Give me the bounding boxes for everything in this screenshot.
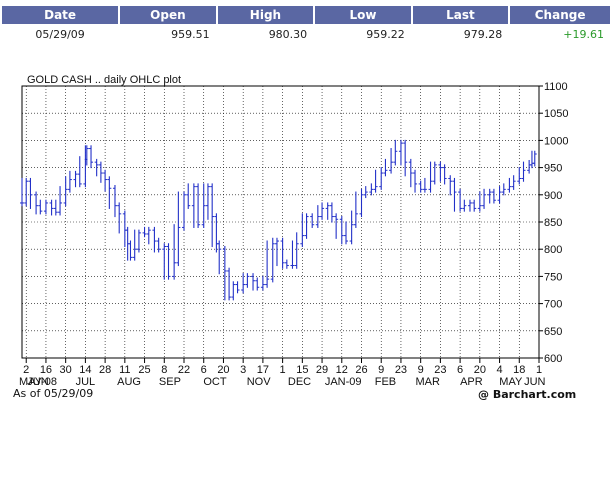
x-tick-label: 22: [178, 364, 190, 376]
chart-grid: [22, 85, 540, 359]
x-axis: 2 16 30 14 28 11 25 8 22 6 20 3 17 1 15 29 12 26 9 23 9 23 6 20…: [19, 358, 546, 385]
y-tick-label: 1000: [544, 135, 568, 147]
y-tick-label: 750: [544, 271, 562, 283]
x-tick-label: 20: [474, 364, 486, 376]
x-tick-label: 9: [418, 364, 424, 376]
x-tick-label: 17: [257, 364, 269, 376]
x-tick-label: 6: [201, 364, 207, 376]
header-low: Low: [315, 6, 411, 24]
price-chart: GOLD CASH .. daily OHLC plot 600 650 700 75…: [19, 74, 568, 385]
x-tick-label: 30: [60, 364, 72, 376]
x-tick-label: 15: [296, 364, 308, 376]
x-month-label: JUN: [27, 376, 48, 385]
x-month-label: APR: [460, 376, 483, 385]
x-tick-label: 11: [119, 364, 130, 376]
x-month-label: AUG: [117, 376, 141, 385]
x-tick-label: 25: [138, 364, 150, 376]
as-of-date: As of 05/29/09: [13, 387, 94, 400]
x-month-label: NOV: [247, 376, 272, 385]
y-tick-label: 1100: [544, 81, 568, 93]
y-axis: 600 650 700 750 800 850 900 950 1000 1050 1100: [539, 81, 568, 365]
x-tick-label: 1: [536, 364, 542, 376]
value-low: 959.22: [366, 27, 405, 41]
quote-table: Date Open High Low Last Change 05/29/09 …: [0, 6, 612, 44]
x-tick-label: 29: [316, 364, 328, 376]
x-tick-label: 8: [161, 364, 167, 376]
value-last: 979.28: [463, 27, 503, 41]
quote-header-row: Date Open High Low Last Change: [2, 6, 610, 24]
x-tick-label: 23: [434, 364, 446, 376]
x-tick-label: 9: [378, 364, 384, 376]
x-tick-label: 1: [280, 364, 286, 376]
x-tick-label: 4: [496, 364, 502, 376]
x-month-label: JUL: [76, 376, 96, 385]
value-high: 980.30: [268, 27, 308, 41]
price-series: [20, 139, 537, 301]
x-month-label: DEC: [288, 376, 311, 385]
x-month-label: JUN: [524, 376, 545, 385]
x-tick-label: 14: [79, 364, 91, 376]
x-month-label: OCT: [203, 376, 227, 385]
x-month-label: JAN-09: [325, 376, 362, 385]
x-tick-label: 23: [395, 364, 407, 376]
x-tick-label: 6: [457, 364, 463, 376]
value-open: 959.51: [171, 27, 210, 41]
x-tick-label: 16: [40, 364, 52, 376]
x-tick-label: 26: [355, 364, 367, 376]
value-change: +19.61: [563, 27, 604, 41]
y-tick-label: 850: [544, 217, 562, 229]
y-tick-label: 800: [544, 244, 562, 256]
y-tick-label: 600: [544, 353, 562, 365]
y-tick-label: 900: [544, 190, 562, 202]
y-tick-label: 1050: [544, 108, 568, 120]
x-month-label: MAR: [415, 376, 440, 385]
x-tick-label: 28: [99, 364, 111, 376]
y-tick-label: 950: [544, 163, 562, 175]
x-tick-label: 2: [23, 364, 29, 376]
header-date: Date: [2, 6, 119, 24]
x-month-label: FEB: [375, 376, 396, 385]
x-month-label: SEP: [159, 376, 181, 385]
x-tick-label: 20: [217, 364, 229, 376]
x-tick-label: 3: [240, 364, 246, 376]
header-change: Change: [510, 6, 610, 24]
header-high: High: [217, 6, 314, 24]
barchart-credit: @ Barchart.com: [478, 388, 577, 401]
x-tick-label: 18: [513, 364, 525, 376]
y-tick-label: 650: [544, 326, 562, 338]
header-open: Open: [120, 6, 216, 24]
x-month-label: MAY: [499, 376, 523, 385]
value-date: 05/29/09: [35, 27, 85, 41]
header-last: Last: [412, 6, 509, 24]
quote-value-row: 05/29/09 959.51 980.30 959.22 979.28 +19…: [2, 24, 610, 44]
y-tick-label: 700: [544, 299, 562, 311]
x-tick-label: 12: [336, 364, 348, 376]
chart-title: GOLD CASH .. daily OHLC plot: [27, 74, 181, 86]
x-month-label: MAY-08: [19, 376, 57, 385]
